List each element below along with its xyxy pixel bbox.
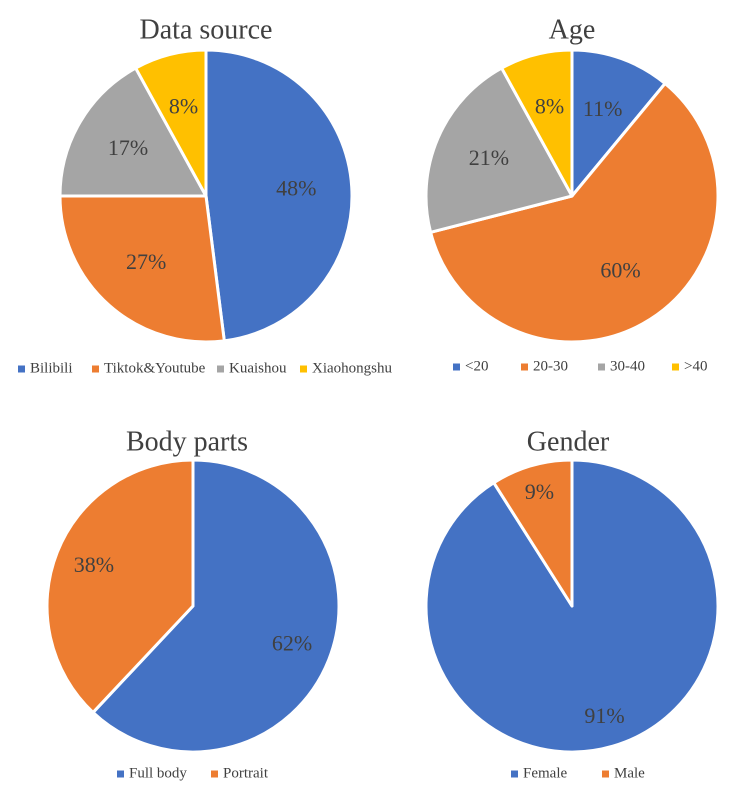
pie-slice-male (492, 458, 574, 608)
pie-slice-20 (570, 48, 667, 198)
legend-swatch-40 (672, 363, 679, 371)
legend: <20 20-30 30-40 >40 (453, 358, 707, 374)
chart-title: Data source (140, 14, 273, 45)
pie-slice-tiktok-youtube (58, 194, 226, 344)
legend-swatch-full-body (117, 770, 124, 778)
pie-slice-bilibili (204, 48, 354, 343)
legend-swatch-bilibili (18, 365, 25, 373)
pie-slice-xiaohongshu (134, 48, 208, 198)
data-label-30-40: 21% (469, 145, 509, 170)
pie-chart-gender: Gender 91% 9% Female Male (424, 426, 720, 781)
legend-label-30-40: 30-40 (610, 358, 645, 374)
legend-label-20: <20 (465, 358, 488, 374)
chart-title: Age (549, 14, 596, 45)
data-label-female: 91% (584, 703, 624, 728)
pie-slice-full-body (91, 458, 341, 754)
legend-label-xiaohongshu: Xiaohongshu (312, 360, 392, 376)
pie-chart-data-source: Data source 48% 27% 17% 8% Bilibili Tiktok&You… (18, 14, 392, 376)
legend-label-female: Female (523, 765, 567, 781)
legend-label-full-body: Full body (129, 765, 187, 781)
legend: Female Male (511, 765, 645, 781)
legend-swatch-20 (453, 363, 460, 371)
pie-chart-body-parts: Body parts 62% 38% Full body Portrait (45, 426, 341, 781)
legend-label-40: >40 (684, 358, 707, 374)
data-label-portrait: 38% (74, 552, 114, 577)
legend-label-20-30: 20-30 (533, 358, 568, 374)
pie-chart-age: Age 11% 60% 21% 8% <20 20-30 30-40 >40 (424, 14, 720, 374)
data-label-xiaohongshu: 8% (169, 93, 198, 118)
legend-swatch-portrait (211, 770, 218, 778)
legend-label-male: Male (614, 765, 645, 781)
legend-label-kuaishou: Kuaishou (229, 360, 287, 376)
legend-swatch-tiktok-youtube (92, 365, 99, 373)
pie-slice-kuaishou (58, 66, 208, 198)
data-label-tiktok-youtube: 27% (126, 249, 166, 274)
data-label-bilibili: 48% (276, 175, 316, 200)
data-label-full-body: 62% (272, 630, 312, 655)
data-label-20-30: 60% (600, 257, 640, 282)
legend-label-tiktok-youtube: Tiktok&Youtube (104, 360, 206, 376)
legend-swatch-kuaishou (217, 365, 224, 373)
legend-swatch-xiaohongshu (300, 365, 307, 373)
pie-slice-40 (500, 48, 574, 198)
chart-title: Gender (527, 426, 610, 457)
legend: Bilibili Tiktok&Youtube Kuaishou Xiaohongsh… (18, 360, 392, 376)
chart-title: Body parts (126, 426, 248, 457)
legend-label-bilibili: Bilibili (30, 360, 73, 376)
legend-label-portrait: Portrait (223, 765, 269, 781)
data-label-male: 9% (525, 479, 554, 504)
legend-swatch-30-40 (598, 363, 605, 371)
data-label-40: 8% (535, 93, 564, 118)
pie-slice-portrait (45, 458, 195, 714)
legend-swatch-male (602, 770, 609, 778)
data-label-20: 11% (583, 96, 623, 121)
pie-slice-20-30 (429, 82, 720, 344)
legend-swatch-female (511, 770, 518, 778)
pie-slice-30-40 (424, 66, 574, 234)
legend-swatch-20-30 (521, 363, 528, 371)
data-label-kuaishou: 17% (108, 135, 148, 160)
legend: Full body Portrait (117, 765, 269, 781)
